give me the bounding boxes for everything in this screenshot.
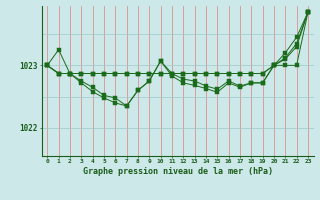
X-axis label: Graphe pression niveau de la mer (hPa): Graphe pression niveau de la mer (hPa) xyxy=(83,167,273,176)
